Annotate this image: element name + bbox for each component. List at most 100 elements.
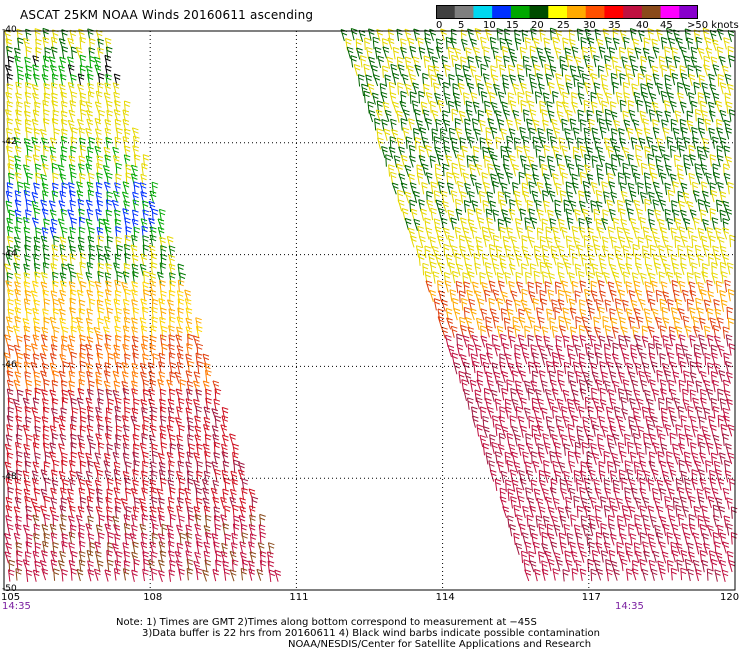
wind-barb <box>707 362 714 375</box>
wind-barb <box>662 317 670 330</box>
wind-barb <box>105 209 113 222</box>
wind-barb <box>132 270 139 284</box>
wind-barb <box>719 209 727 223</box>
wind-barb <box>440 190 448 203</box>
wind-barb <box>670 307 678 320</box>
wind-barb <box>186 380 194 394</box>
wind-barb <box>730 506 738 519</box>
wind-barb <box>70 433 77 446</box>
wind-barb <box>427 47 434 60</box>
wind-barb <box>569 65 577 78</box>
wind-barb <box>604 487 611 500</box>
wind-barb <box>58 83 66 96</box>
wind-barb <box>660 255 667 268</box>
wind-barb <box>511 370 519 383</box>
wind-barb <box>445 334 452 348</box>
wind-barb <box>382 46 390 59</box>
wind-barb <box>121 371 129 384</box>
wind-barb <box>507 92 515 105</box>
wind-barb <box>425 118 432 131</box>
wind-barb <box>502 82 510 95</box>
wind-barb <box>526 514 534 528</box>
wind-barb <box>31 470 39 483</box>
wind-barb <box>115 226 122 239</box>
wind-barb <box>509 335 516 349</box>
wind-barb <box>669 388 677 401</box>
wind-barb <box>701 190 709 203</box>
wind-barb <box>613 487 621 500</box>
wind-barb <box>460 56 467 69</box>
wind-barb <box>25 541 33 554</box>
wind-barb <box>468 190 475 204</box>
wind-barb <box>526 199 534 213</box>
wind-barb <box>87 82 94 96</box>
wind-barb <box>583 235 591 248</box>
wind-barb <box>95 488 103 501</box>
wind-barb <box>635 262 642 275</box>
wind-barb <box>497 191 505 204</box>
wind-barb <box>655 342 663 356</box>
wind-barb <box>545 496 552 509</box>
wind-barb <box>625 308 633 321</box>
wind-barb <box>490 389 498 402</box>
wind-barb <box>703 299 711 312</box>
wind-barb <box>717 414 725 428</box>
wind-barb <box>554 47 562 60</box>
wind-barb <box>571 46 579 59</box>
wind-barb <box>567 137 574 150</box>
wind-barb <box>396 56 404 69</box>
wind-barb <box>404 217 412 231</box>
wind-barb <box>700 343 708 356</box>
wind-barb <box>589 496 597 510</box>
wind-barb <box>726 398 733 411</box>
wind-barb <box>610 128 618 141</box>
wind-barb <box>519 155 527 168</box>
wind-barb <box>723 415 730 428</box>
wind-barb <box>88 380 95 393</box>
wind-barb <box>149 379 157 392</box>
wind-barb <box>725 360 732 374</box>
wind-barb <box>486 191 494 204</box>
wind-barb <box>507 362 515 375</box>
wind-barb <box>661 415 668 429</box>
wind-barb <box>502 342 510 356</box>
wind-barb <box>195 567 203 581</box>
wind-barb <box>611 154 618 167</box>
wind-barb <box>703 516 710 529</box>
wind-barb <box>622 353 630 366</box>
wind-barb <box>539 289 547 303</box>
wind-barb <box>34 101 41 114</box>
wind-barb <box>648 109 656 122</box>
wind-barb <box>713 172 720 185</box>
wind-barb <box>89 442 97 455</box>
wind-barb <box>644 252 652 266</box>
wind-barb <box>15 441 22 455</box>
scale-label: 10 <box>483 20 496 31</box>
wind-barb <box>50 46 58 59</box>
wind-barb <box>459 354 467 367</box>
wind-barb <box>435 173 443 186</box>
wind-barb <box>665 397 673 410</box>
wind-barb <box>69 289 77 302</box>
wind-barb <box>534 91 542 104</box>
wind-barb <box>493 164 501 177</box>
wind-barb <box>104 362 112 375</box>
wind-barb <box>169 272 176 285</box>
wind-barb <box>542 190 549 203</box>
wind-barb <box>479 353 487 366</box>
wind-barb <box>390 118 397 132</box>
wind-barb <box>452 270 459 284</box>
wind-barb <box>515 254 523 267</box>
scale-label: 35 <box>608 20 621 31</box>
wind-barb <box>194 551 201 564</box>
wind-barb <box>644 442 652 455</box>
wind-barb <box>186 343 193 356</box>
wind-barb <box>528 316 536 329</box>
wind-barb <box>539 136 546 149</box>
wind-barb <box>86 118 94 131</box>
wind-barb <box>683 218 691 231</box>
wind-barb <box>705 460 712 473</box>
wind-barb <box>500 470 508 484</box>
wind-barb <box>656 82 663 95</box>
wind-barb <box>239 541 247 554</box>
